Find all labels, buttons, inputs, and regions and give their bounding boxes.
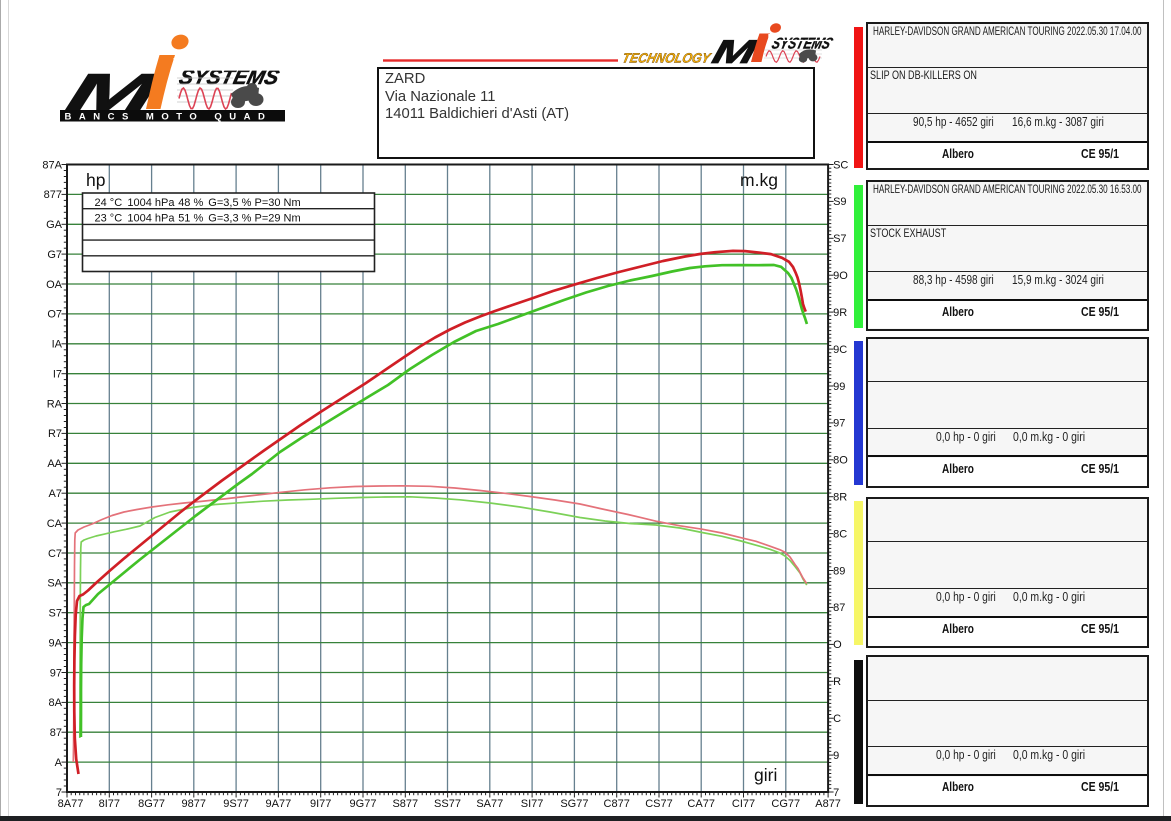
svg-text:IA: IA (52, 339, 63, 351)
svg-text:CG77: CG77 (771, 798, 800, 810)
svg-text:9O: 9O (833, 270, 848, 282)
svg-text:C: C (833, 713, 841, 725)
svg-text:R7: R7 (48, 428, 62, 440)
svg-text:97: 97 (833, 418, 845, 430)
svg-text:O7: O7 (47, 309, 62, 321)
svg-text:OA: OA (46, 279, 63, 291)
svg-text:CI77: CI77 (732, 798, 755, 810)
svg-text:C7: C7 (48, 548, 62, 560)
svg-text:1004 hPa: 1004 hPa (127, 213, 175, 225)
svg-text:SI77: SI77 (521, 798, 544, 810)
svg-text:CA: CA (47, 518, 63, 530)
svg-text:9C: 9C (833, 344, 847, 356)
svg-text:G=3,5 %: G=3,5 % (208, 197, 251, 209)
svg-text:TECHNOLOGY: TECHNOLOGY (621, 50, 713, 65)
svg-text:9S77: 9S77 (223, 798, 249, 810)
svg-text:87: 87 (833, 602, 845, 614)
svg-text:C877: C877 (604, 798, 630, 810)
svg-text:CA77: CA77 (687, 798, 715, 810)
svg-text:8A: 8A (49, 697, 63, 709)
svg-text:9I77: 9I77 (310, 798, 331, 810)
svg-text:SYSTEMS: SYSTEMS (772, 36, 835, 53)
svg-text:51 %: 51 % (178, 213, 203, 225)
svg-text:SS77: SS77 (434, 798, 461, 810)
svg-text:9877: 9877 (182, 798, 206, 810)
svg-text:M: M (709, 34, 762, 71)
svg-text:87: 87 (50, 727, 62, 739)
svg-text:O: O (833, 639, 842, 651)
svg-text:8R: 8R (833, 492, 847, 504)
svg-text:S877: S877 (392, 798, 418, 810)
svg-text:7: 7 (833, 787, 839, 799)
svg-text:8A77: 8A77 (58, 798, 84, 810)
svg-text:A7: A7 (49, 488, 62, 500)
svg-text:G=3,3 %: G=3,3 % (208, 213, 251, 225)
svg-text:SYSTEMS: SYSTEMS (180, 65, 285, 89)
svg-text:97: 97 (50, 667, 62, 679)
svg-text:P=30 Nm: P=30 Nm (255, 197, 301, 209)
svg-text:SYSTEMS: SYSTEMS (177, 65, 282, 89)
svg-text:877: 877 (44, 189, 62, 201)
svg-text:8C: 8C (833, 528, 847, 540)
svg-text:GA: GA (46, 219, 63, 231)
svg-text:m.kg: m.kg (740, 170, 778, 190)
svg-text:R: R (833, 676, 841, 688)
svg-text:SG77: SG77 (560, 798, 588, 810)
svg-text:8I77: 8I77 (99, 798, 120, 810)
svg-text:giri: giri (754, 765, 777, 785)
svg-text:SA: SA (47, 578, 62, 590)
svg-text:99: 99 (833, 381, 845, 393)
svg-text:I7: I7 (53, 369, 62, 381)
svg-text:CS77: CS77 (645, 798, 673, 810)
svg-text:RA: RA (47, 398, 63, 410)
svg-text:S7: S7 (833, 233, 846, 245)
svg-text:SA77: SA77 (476, 798, 503, 810)
svg-text:S9: S9 (833, 196, 846, 208)
svg-text:A: A (55, 757, 63, 769)
svg-text:24 °C: 24 °C (95, 197, 123, 209)
svg-text:89: 89 (833, 565, 845, 577)
svg-text:9A77: 9A77 (266, 798, 292, 810)
svg-text:87A: 87A (42, 159, 62, 171)
svg-text:1004 hPa: 1004 hPa (127, 197, 175, 209)
svg-text:48 %: 48 % (178, 197, 203, 209)
svg-text:23 °C: 23 °C (95, 213, 123, 225)
svg-text:SC: SC (833, 159, 848, 171)
svg-text:8G77: 8G77 (138, 798, 165, 810)
svg-text:8O: 8O (833, 455, 848, 467)
svg-text:BANCS MOTO QUAD: BANCS MOTO QUAD (65, 111, 273, 122)
svg-text:S7: S7 (49, 608, 62, 620)
svg-text:9A: 9A (49, 637, 63, 649)
svg-text:9G77: 9G77 (350, 798, 377, 810)
svg-text:9R: 9R (833, 307, 847, 319)
svg-text:A877: A877 (815, 798, 841, 810)
svg-text:7: 7 (56, 787, 62, 799)
svg-text:9: 9 (833, 750, 839, 762)
svg-text:P=29 Nm: P=29 Nm (255, 213, 301, 225)
svg-text:hp: hp (86, 170, 105, 190)
svg-text:G7: G7 (47, 249, 62, 261)
svg-text:AA: AA (47, 458, 62, 470)
